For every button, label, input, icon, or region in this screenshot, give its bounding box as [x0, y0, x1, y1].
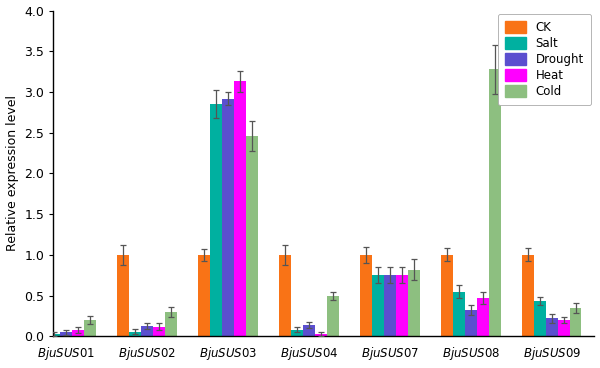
- Bar: [360, 255, 372, 336]
- Bar: [165, 312, 177, 336]
- Y-axis label: Relative expression level: Relative expression level: [5, 95, 19, 251]
- Bar: [48, 334, 60, 336]
- Bar: [72, 330, 84, 336]
- Bar: [303, 325, 315, 336]
- Bar: [558, 320, 569, 336]
- Bar: [234, 81, 246, 336]
- Bar: [408, 270, 419, 336]
- Bar: [372, 275, 384, 336]
- Bar: [327, 296, 338, 336]
- Bar: [569, 308, 581, 336]
- Bar: [396, 275, 408, 336]
- Bar: [291, 330, 303, 336]
- Bar: [279, 255, 291, 336]
- Bar: [488, 69, 500, 336]
- Bar: [129, 332, 141, 336]
- Bar: [522, 255, 534, 336]
- Bar: [465, 310, 477, 336]
- Bar: [477, 298, 488, 336]
- Bar: [37, 255, 48, 336]
- Bar: [441, 255, 453, 336]
- Bar: [384, 275, 396, 336]
- Bar: [546, 318, 558, 336]
- Bar: [84, 320, 96, 336]
- Legend: CK, Salt, Drought, Heat, Cold: CK, Salt, Drought, Heat, Cold: [498, 14, 591, 105]
- Bar: [118, 255, 129, 336]
- Bar: [222, 99, 234, 336]
- Bar: [534, 301, 546, 336]
- Bar: [210, 104, 222, 336]
- Bar: [60, 332, 72, 336]
- Bar: [453, 291, 465, 336]
- Bar: [315, 334, 327, 336]
- Bar: [153, 327, 165, 336]
- Bar: [246, 136, 257, 336]
- Bar: [141, 326, 153, 336]
- Bar: [199, 255, 210, 336]
